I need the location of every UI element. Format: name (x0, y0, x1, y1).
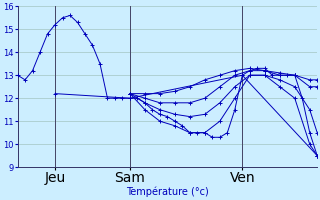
X-axis label: Température (°c): Température (°c) (126, 187, 209, 197)
